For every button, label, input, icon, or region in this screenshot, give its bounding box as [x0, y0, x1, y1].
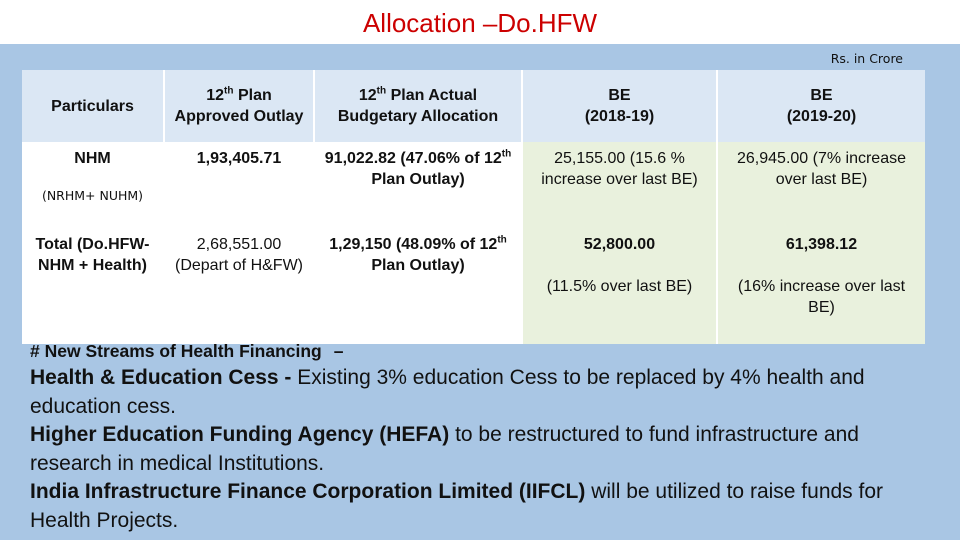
note-item: Health & Education Cess - Existing 3% ed… [30, 366, 865, 418]
cell-approved: 2,68,551.00 (Depart of H&FW) [164, 224, 315, 344]
cell-actual: 91,022.82 (47.06% of 12th Plan Outlay) [314, 142, 523, 224]
cell-particular: NHM (NRHM+ NUHM) [22, 142, 165, 224]
units-label: Rs. in Crore [830, 51, 903, 66]
allocation-table: Particulars 12th Plan Approved Outlay 12… [22, 70, 925, 344]
cell-actual: 1,29,150 (48.09% of 12th Plan Outlay) [314, 224, 523, 344]
header-be-2019-20: BE (2019-20) [717, 70, 925, 142]
cell-particular: Total (Do.HFW- NHM + Health) [22, 224, 165, 344]
note-item: India Infrastructure Finance Corporation… [30, 480, 884, 532]
cell-approved: 1,93,405.71 [164, 142, 315, 224]
cell-be-2019-20: 61,398.12 (16% increase over last BE) [717, 224, 925, 344]
table-row: Total (Do.HFW- NHM + Health) 2,68,551.00… [22, 224, 925, 344]
cell-be-2018-19: 25,155.00 (15.6 % increase over last BE) [522, 142, 718, 224]
header-be-2018-19: BE (2018-19) [522, 70, 718, 142]
table-row: NHM (NRHM+ NUHM) 1,93,405.71 91,022.82 (4… [22, 142, 925, 224]
financing-notes: # New Streams of Health Financing – Healt… [30, 338, 940, 535]
header-particulars: Particulars [22, 70, 165, 142]
cell-be-2018-19: 52,800.00 (11.5% over last BE) [522, 224, 718, 344]
notes-heading: # New Streams of Health Financing – [30, 341, 344, 361]
header-approved-outlay: 12th Plan Approved Outlay [164, 70, 315, 142]
cell-particular-note: (NRHM+ NUHM) [41, 188, 144, 203]
table-header-row: Particulars 12th Plan Approved Outlay 12… [22, 70, 925, 142]
title-bar: Allocation –Do.HFW [0, 0, 960, 44]
cell-be-2019-20: 26,945.00 (7% increase over last BE) [717, 142, 925, 224]
header-actual-allocation: 12th Plan Actual Budgetary Allocation [314, 70, 523, 142]
page-title: Allocation –Do.HFW [362, 8, 598, 38]
note-item: Higher Education Funding Agency (HEFA) t… [30, 423, 859, 475]
